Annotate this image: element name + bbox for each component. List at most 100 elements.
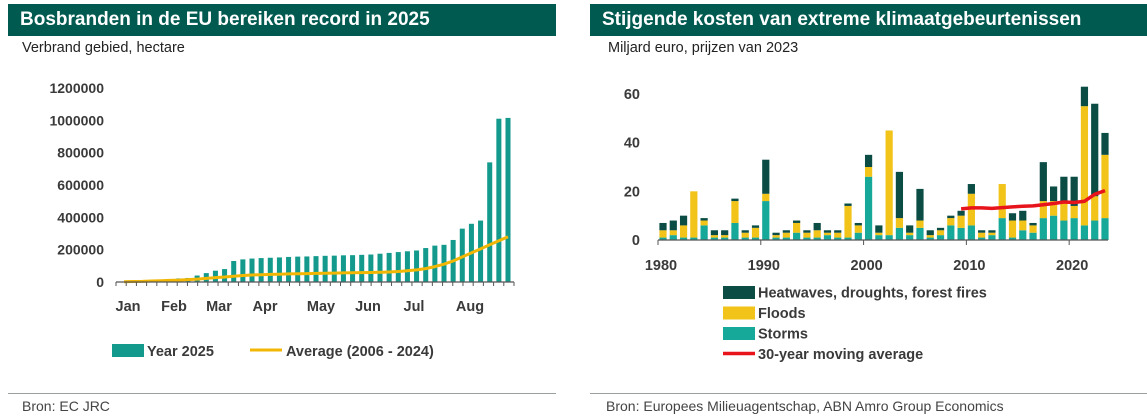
average-line [123,235,509,284]
bar-floods [823,232,832,236]
bar-heatwaves [834,230,842,233]
y-tick-label: 400000 [57,209,104,225]
bar-storms [875,235,883,240]
x-tick-label: 1980 [645,258,677,274]
bar-heatwaves [854,222,862,226]
bar-heatwaves [721,230,729,236]
bar-floods [782,232,790,238]
bar-floods [834,232,842,238]
bar-heatwaves [669,220,677,231]
bar-floods [700,220,708,226]
y-tick-label: 200000 [57,242,104,258]
bar-floods [947,218,955,226]
legend-swatch-heatwaves [723,286,755,299]
bar-storms [936,235,945,240]
bar-2025 [359,254,365,282]
bar-2025 [350,255,356,282]
bar-storms [813,237,821,240]
bar-storms [895,227,904,240]
bar-2025 [331,255,337,282]
bar-heatwaves [875,225,883,233]
bar-floods [1070,205,1078,219]
legend-label-moving-average: 30-year moving average [758,347,923,363]
bar-2025 [304,256,310,282]
bar-2025 [487,162,493,282]
bar-floods [803,232,811,238]
x-tick-label: Jul [404,299,425,315]
bar-heatwaves [1080,86,1089,107]
bar-2025 [478,220,484,282]
bar-floods [1039,201,1047,219]
bar-heatwaves [782,230,790,233]
right-chart-title: Stijgende kosten van extreme klimaatgebe… [590,4,1147,36]
x-tick-label: May [307,299,335,315]
bar-storms [844,237,852,240]
bar-2025 [340,255,346,282]
bar-heatwaves [844,203,852,206]
bar-floods [926,235,934,238]
bar-floods [813,230,821,238]
bar-heatwaves [1008,213,1017,221]
bar-storms [967,225,975,240]
bar-storms [978,237,986,240]
bar-storms [854,232,862,240]
bar-heatwaves [957,210,965,216]
bar-storms [762,201,770,240]
bar-2025 [322,255,328,282]
bar-floods [710,235,718,238]
bar-floods [659,230,667,238]
bar-2025 [496,118,502,282]
bar-storms [947,225,955,240]
y-tick-label: 0 [96,274,104,290]
bar-2025 [404,251,410,282]
bar-storms [1029,232,1037,240]
bar-heatwaves [864,154,873,167]
bar-floods [731,201,739,223]
bar-floods [916,220,924,228]
bar-floods [721,235,729,238]
bar-storms [700,225,708,240]
bar-storms [1070,218,1078,240]
x-tick-label: 2010 [953,258,985,274]
y-tick-label: 800000 [57,145,104,161]
bar-storms [1091,220,1099,240]
bar-heatwaves [1039,162,1047,202]
legend-label-average: Average (2006 - 2024) [286,344,434,360]
bar-2025 [432,245,438,282]
bar-heatwaves [1050,186,1058,202]
x-tick-label: Apr [253,299,278,315]
bar-floods [978,232,986,238]
bar-floods [988,232,996,236]
bar-floods [844,205,852,238]
bar-storms [1019,230,1027,240]
bar-floods [1101,154,1109,219]
bar-heatwaves [679,215,688,226]
bar-heatwaves [916,188,924,221]
bar-floods [906,232,914,236]
bar-2025 [249,258,255,282]
bar-heatwaves [967,184,975,194]
bar-heatwaves [895,171,904,219]
bar-heatwaves [772,232,780,236]
bar-2025 [368,254,374,282]
bar-heatwaves [926,230,934,236]
bar-storms [731,222,739,240]
bar-storms [957,227,965,240]
bar-2025 [276,257,282,282]
bar-heatwaves [731,198,739,202]
bar-floods [772,235,780,238]
bar-storms [782,237,790,240]
y-tick-label: 0 [632,233,640,249]
bar-floods [690,191,698,238]
legend-label-heatwaves: Heatwaves, droughts, forest fires [758,286,987,302]
x-tick-label: Feb [161,299,187,315]
bar-heatwaves [803,230,811,233]
bar-floods [793,222,801,233]
bar-heatwaves [762,159,770,194]
right-chart-panel: Stijgende kosten van extreme klimaatgebe… [590,0,1147,420]
legend-label-floods: Floods [758,306,806,322]
bar-heatwaves [1070,176,1078,206]
bar-storms [988,235,996,240]
bar-heatwaves [710,230,718,236]
bar-floods [957,215,965,228]
